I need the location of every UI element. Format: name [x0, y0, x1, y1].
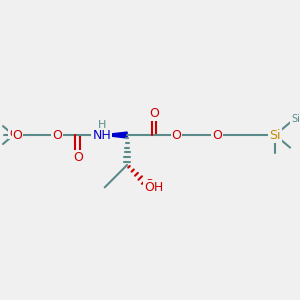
- Text: H: H: [146, 187, 154, 197]
- Text: H: H: [98, 120, 106, 130]
- Text: O: O: [149, 107, 159, 120]
- Text: O: O: [212, 128, 222, 142]
- Text: NH: NH: [92, 128, 111, 142]
- Text: Si: Si: [291, 115, 300, 124]
- Text: O: O: [52, 128, 62, 142]
- Text: O: O: [9, 129, 18, 139]
- Text: O: O: [73, 151, 83, 164]
- Text: O: O: [12, 128, 22, 142]
- Polygon shape: [102, 132, 127, 138]
- Text: O: O: [145, 178, 154, 191]
- Text: Si: Si: [269, 128, 281, 142]
- Text: OH: OH: [144, 181, 164, 194]
- Text: O: O: [172, 128, 182, 142]
